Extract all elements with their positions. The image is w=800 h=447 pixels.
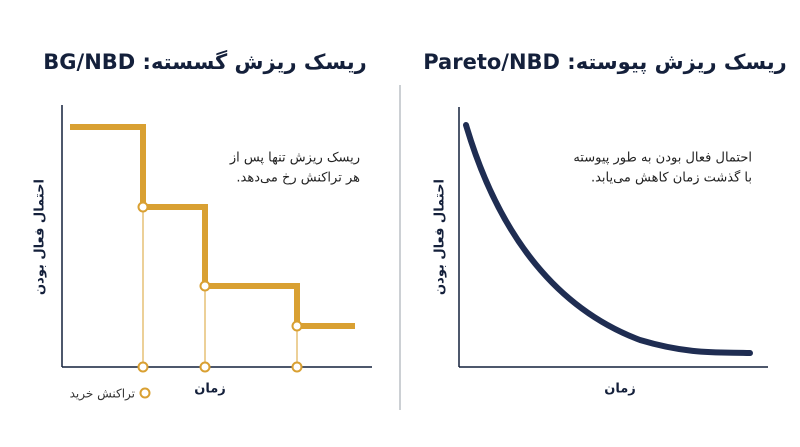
marker [291,320,303,332]
marker [291,361,303,373]
y-axis-label: احتمال فعال بودن [33,179,48,295]
legend-marker [139,387,151,399]
annotation: ریسک ریزش تنها پس از [229,151,360,166]
legend-label: تراکنش خرید [70,387,135,402]
x-axis-label: زمان [604,382,636,397]
marker [137,361,149,373]
annotation: احتمال فعال بودن به طور پیوسته [573,151,752,166]
drop-lines [142,207,298,367]
annotation: با گذشت زمان کاهش می‌یابد. [591,170,752,186]
panel-title: ریسک ریزش پیوسته: Pareto/NBD [423,50,787,74]
step-curve [70,124,355,329]
y-axis-label: احتمال فعال بودن [433,179,448,295]
x-axis-label: زمان [194,382,226,397]
marker [137,201,149,213]
transaction-markers [137,201,303,373]
right-panel: ریسک ریزش پیوسته: Pareto/NBD احتمال فعال… [423,50,787,397]
decay-curve [463,122,753,356]
annotation: هر تراکنش رخ می‌دهد. [236,171,360,186]
marker [199,280,211,292]
panel-title: ریسک ریزش گسسته: BG/NBD [43,49,366,74]
left-panel: ریسک ریزش گسسته: BG/NBD ریسک ریزش تنها پ… [33,49,372,402]
marker [199,361,211,373]
